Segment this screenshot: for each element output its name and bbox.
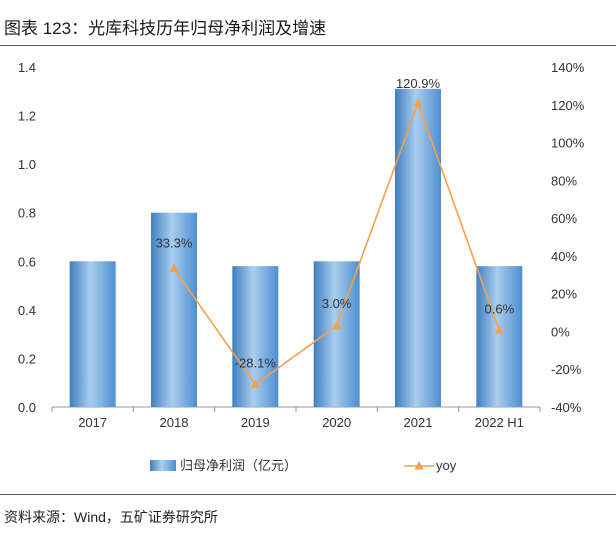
y-right-tick-label: 0% — [551, 324, 570, 339]
legend: 归母净利润（亿元） yoy — [150, 458, 457, 473]
y-right-tick-label: 100% — [551, 136, 585, 151]
x-tick-label: 2021 — [404, 415, 433, 430]
bar — [69, 261, 116, 407]
x-tick-label: 2019 — [241, 415, 270, 430]
x-tick-label: 2017 — [78, 415, 107, 430]
yoy-marker — [332, 320, 342, 330]
source-note: 资料来源：Wind，五矿证券研究所 — [4, 509, 218, 525]
chart-title: 图表 123：光库科技历年归母净利润及增速 — [4, 19, 327, 38]
x-tick-label: 2022 H1 — [475, 415, 524, 430]
yoy-data-label: 120.9% — [396, 76, 441, 91]
y-left-tick-label: 0.6 — [18, 254, 36, 269]
yoy-data-label: -28.1% — [235, 356, 277, 371]
y-right-tick-label: 80% — [551, 173, 577, 188]
title-divider — [0, 45, 616, 46]
yoy-data-label: 3.0% — [322, 296, 352, 311]
legend-bar-swatch — [150, 460, 176, 471]
bar — [151, 212, 197, 407]
yoy-marker — [413, 98, 423, 107]
y-right-tick-label: 20% — [551, 287, 577, 302]
data-labels: 33.3% -28.1% 3.0% 120.9% 0.6% — [156, 76, 515, 370]
y-left-tick-label: 1.4 — [18, 60, 36, 75]
y-right-tick-label: -20% — [551, 362, 582, 377]
bar — [395, 88, 441, 407]
y-left-tick-label: 1.2 — [18, 109, 36, 124]
x-tick-label: 2018 — [160, 415, 189, 430]
axes: 0.0 0.2 0.4 0.6 0.8 1.0 1.2 1.4 -40% -20% 0% 20% 40%… — [18, 60, 585, 430]
legend-line-marker — [414, 461, 424, 470]
y-left-tick-label: 0.2 — [18, 351, 36, 366]
yoy-marker — [169, 263, 179, 273]
bar-series — [69, 88, 523, 407]
y-right-tick-label: 140% — [551, 60, 585, 75]
legend-bar-label: 归母净利润（亿元） — [180, 458, 297, 473]
y-left-tick-label: 1.0 — [18, 157, 36, 172]
y-left-tick-label: 0.4 — [18, 303, 36, 318]
chart: 0.0 0.2 0.4 0.6 0.8 1.0 1.2 1.4 -40% -20% 0% 20% 40%… — [18, 60, 585, 473]
y-left-tick-label: 0.8 — [18, 206, 36, 221]
y-left-tick-label: 0.0 — [18, 400, 36, 415]
yoy-marker — [250, 379, 260, 389]
yoy-data-label: 33.3% — [156, 236, 193, 251]
x-tick-label: 2020 — [322, 415, 351, 430]
legend-line-label: yoy — [436, 458, 457, 473]
y-right-tick-label: -40% — [551, 400, 582, 415]
y-right-tick-label: 40% — [551, 249, 577, 264]
y-right-tick-label: 60% — [551, 211, 577, 226]
y-right-tick-label: 120% — [551, 98, 585, 113]
yoy-series — [169, 98, 504, 389]
yoy-marker — [494, 325, 504, 334]
source-divider — [0, 494, 616, 495]
yoy-data-label: 0.6% — [485, 301, 515, 316]
